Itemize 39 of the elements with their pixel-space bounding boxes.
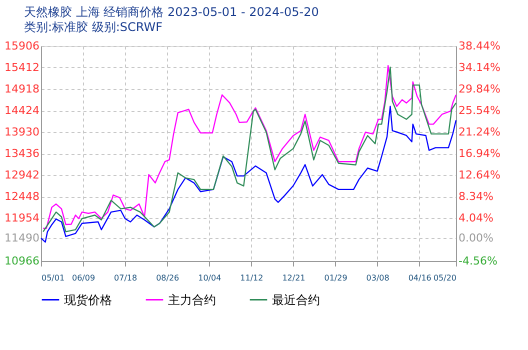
y2-tick-label: -4.56% [458,254,498,268]
y2-tick-label: 0.00% [458,232,494,245]
y2-tick-label: 16.94% [458,147,500,160]
x-tick-label: 06/09 [72,274,96,282]
y2-tick-label: 8.34% [458,190,494,203]
y2-tick-label: 34.14% [458,61,500,74]
y2-tick-label: 4.04% [458,212,494,224]
x-tick-label: 03/08 [366,274,390,282]
y-tick-label: 10966 [4,254,40,268]
legend-label: 最近合约 [272,292,320,307]
x-tick-label: 11/12 [240,274,264,282]
y-tick-label: 11490 [4,232,40,245]
y2-tick-label: 29.84% [458,82,500,96]
x-tick-label: 01/29 [324,274,348,282]
y-tick-label: 15412 [4,61,40,74]
y2-tick-label: 12.64% [458,168,500,182]
x-tick-label: 05/01 [42,274,65,282]
y-tick-label: 13930 [4,126,40,138]
x-tick-label: 12/21 [282,274,306,282]
x-tick-label: 04/16 [408,274,432,282]
x-tick-label: 07/18 [114,274,138,282]
x-tick-label: 08/26 [156,274,180,282]
y-tick-label: 14424 [4,104,40,117]
chart-subtitle: 类别:标准胶 级别:SCRWF [24,20,163,34]
line-series [40,106,457,243]
legend-label: 主力合约 [168,292,216,307]
y2-tick-label: 21.24% [458,126,500,138]
legend-label: 现货价格 [64,292,112,307]
y2-tick-label: 38.44% [458,40,500,52]
x-tick-label: 10/04 [198,274,222,282]
y-tick-label: 15906 [4,40,40,52]
y-tick-label: 13436 [4,147,40,160]
y-tick-label: 11954 [4,212,40,224]
y-tick-label: 14918 [4,82,40,96]
chart-title: 天然橡胶 上海 经销商价格 2023-05-01 - 2024-05-20 [24,5,319,19]
y-tick-label: 12942 [4,168,40,182]
y2-tick-label: 25.54% [458,104,500,117]
y-tick-label: 12448 [4,190,40,203]
x-tick-label: 05/20 [433,274,456,282]
